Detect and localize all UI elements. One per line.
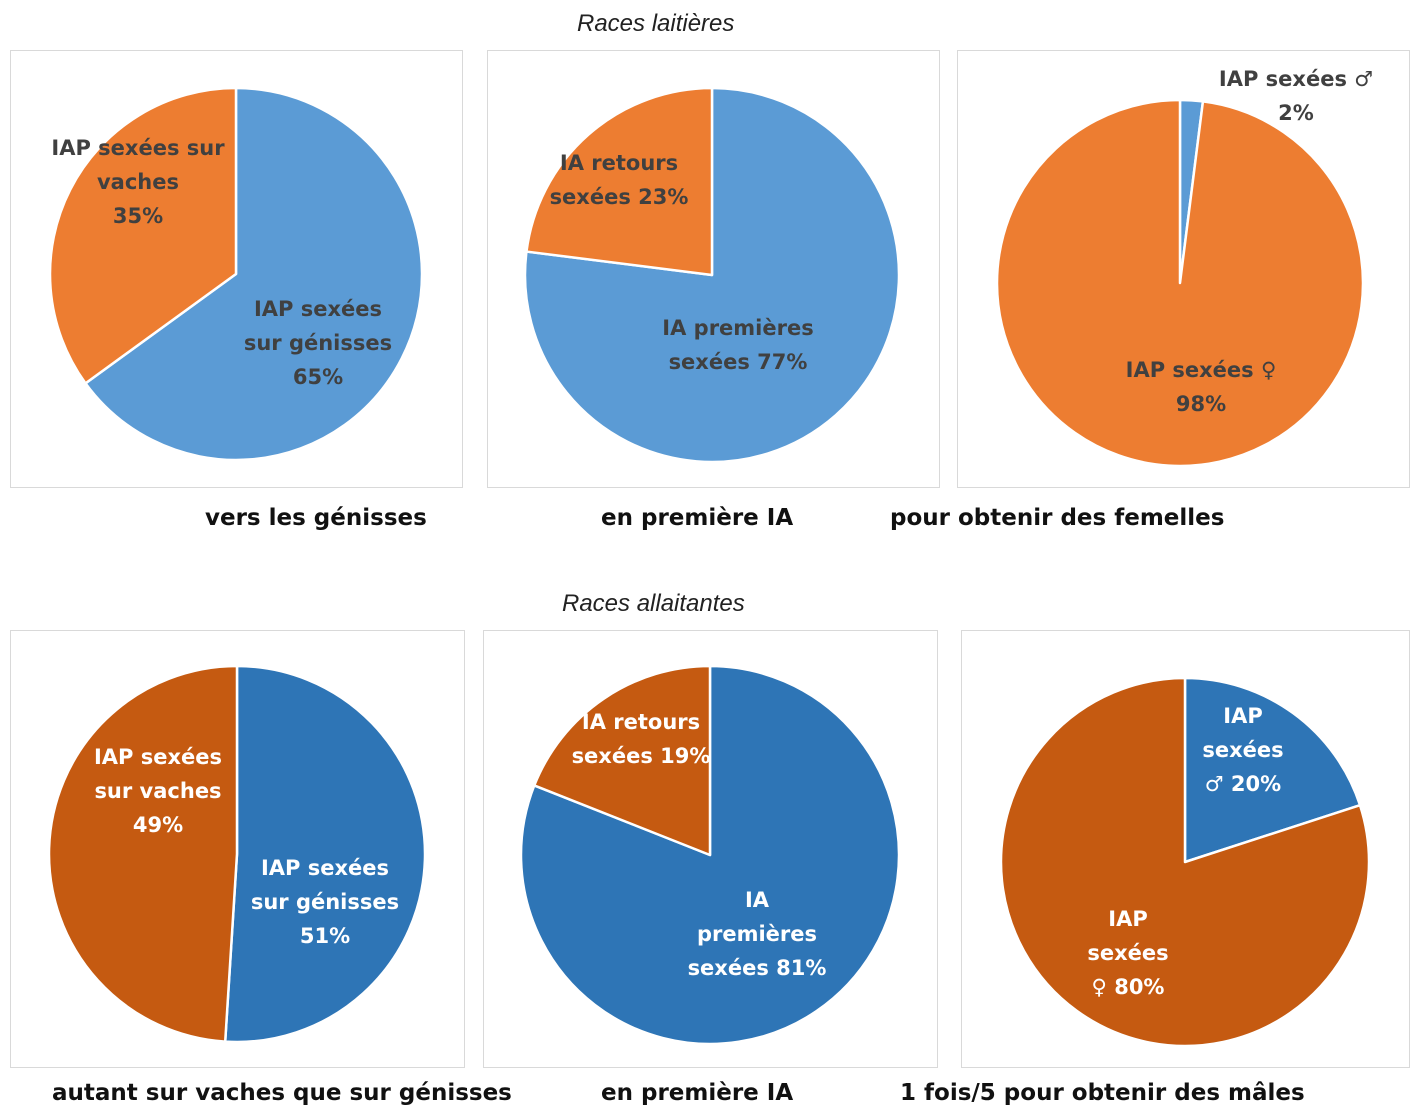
label-first-ia-77: IA premières sexées 77% xyxy=(662,316,813,374)
label-return-ia-23: IA retours sexées 23% xyxy=(550,151,689,209)
dairy-section-title: Races laitières xyxy=(577,10,735,37)
pie-chart-4: IAP sexées sur génisses 51% IAP sexées sur v… xyxy=(47,664,427,1044)
slice-females-98 xyxy=(995,98,1365,468)
pie-chart-2: IA premières sexées 77% IA retours sexées 2… xyxy=(523,86,901,464)
label-males-20: IAP sexées ♂ 20% xyxy=(1202,704,1283,796)
caption-beef-first-ia: en première IA xyxy=(601,1080,794,1106)
label-females-98: IAP sexées ♀ 98% xyxy=(1126,358,1277,416)
pie-chart-1: IAP sexées sur génisses 65%IAP sexées sur v… xyxy=(48,86,424,462)
caption-dairy-heifers: vers les génisses xyxy=(205,505,427,531)
label-cows-35: IAP sexées sur vaches 35% xyxy=(51,136,225,228)
label-return-ia-19: IA retours sexées 19% xyxy=(572,710,711,768)
label-females-80: IAP sexées ♀ 80% xyxy=(1087,907,1168,999)
pie-chart-3: IAP sexées ♂ 2% IAP sexées ♀ 98% xyxy=(995,67,1373,468)
label-heifers-51: IAP sexées sur génisses 51% xyxy=(251,856,399,948)
slice-cows-35 xyxy=(48,86,238,385)
caption-beef-males: 1 fois/5 pour obtenir des mâles xyxy=(900,1080,1305,1106)
label-heifers-65: IAP sexées sur génisses 65% xyxy=(244,297,392,389)
pie-chart-5: IA premières sexées 81% IA retours sexées 19… xyxy=(519,664,901,1046)
label-first-ia-81: IA premières sexées 81% xyxy=(688,888,827,980)
label-males-2: IAP sexées ♂ 2% xyxy=(1219,67,1373,125)
slice-heifers-51 xyxy=(223,664,427,1044)
pie-chart-6: IAP sexées ♂ 20% IAP sexées ♀ 80% xyxy=(999,676,1371,1048)
slice-return-ia-23 xyxy=(525,86,714,277)
beef-section-title: Races allaitantes xyxy=(562,590,745,617)
slice-males-20 xyxy=(1183,676,1362,864)
slice-females-80 xyxy=(999,676,1371,1048)
label-cows-49: IAP sexées sur vaches 49% xyxy=(94,745,222,837)
slice-return-ia-19 xyxy=(533,664,712,857)
slice-heifers-65 xyxy=(84,86,424,462)
slice-cows-49 xyxy=(47,664,239,1043)
caption-beef-heifers: autant sur vaches que sur génisses xyxy=(52,1080,512,1106)
caption-dairy-females: pour obtenir des femelles xyxy=(890,505,1225,531)
caption-dairy-first-ia: en première IA xyxy=(601,505,794,531)
